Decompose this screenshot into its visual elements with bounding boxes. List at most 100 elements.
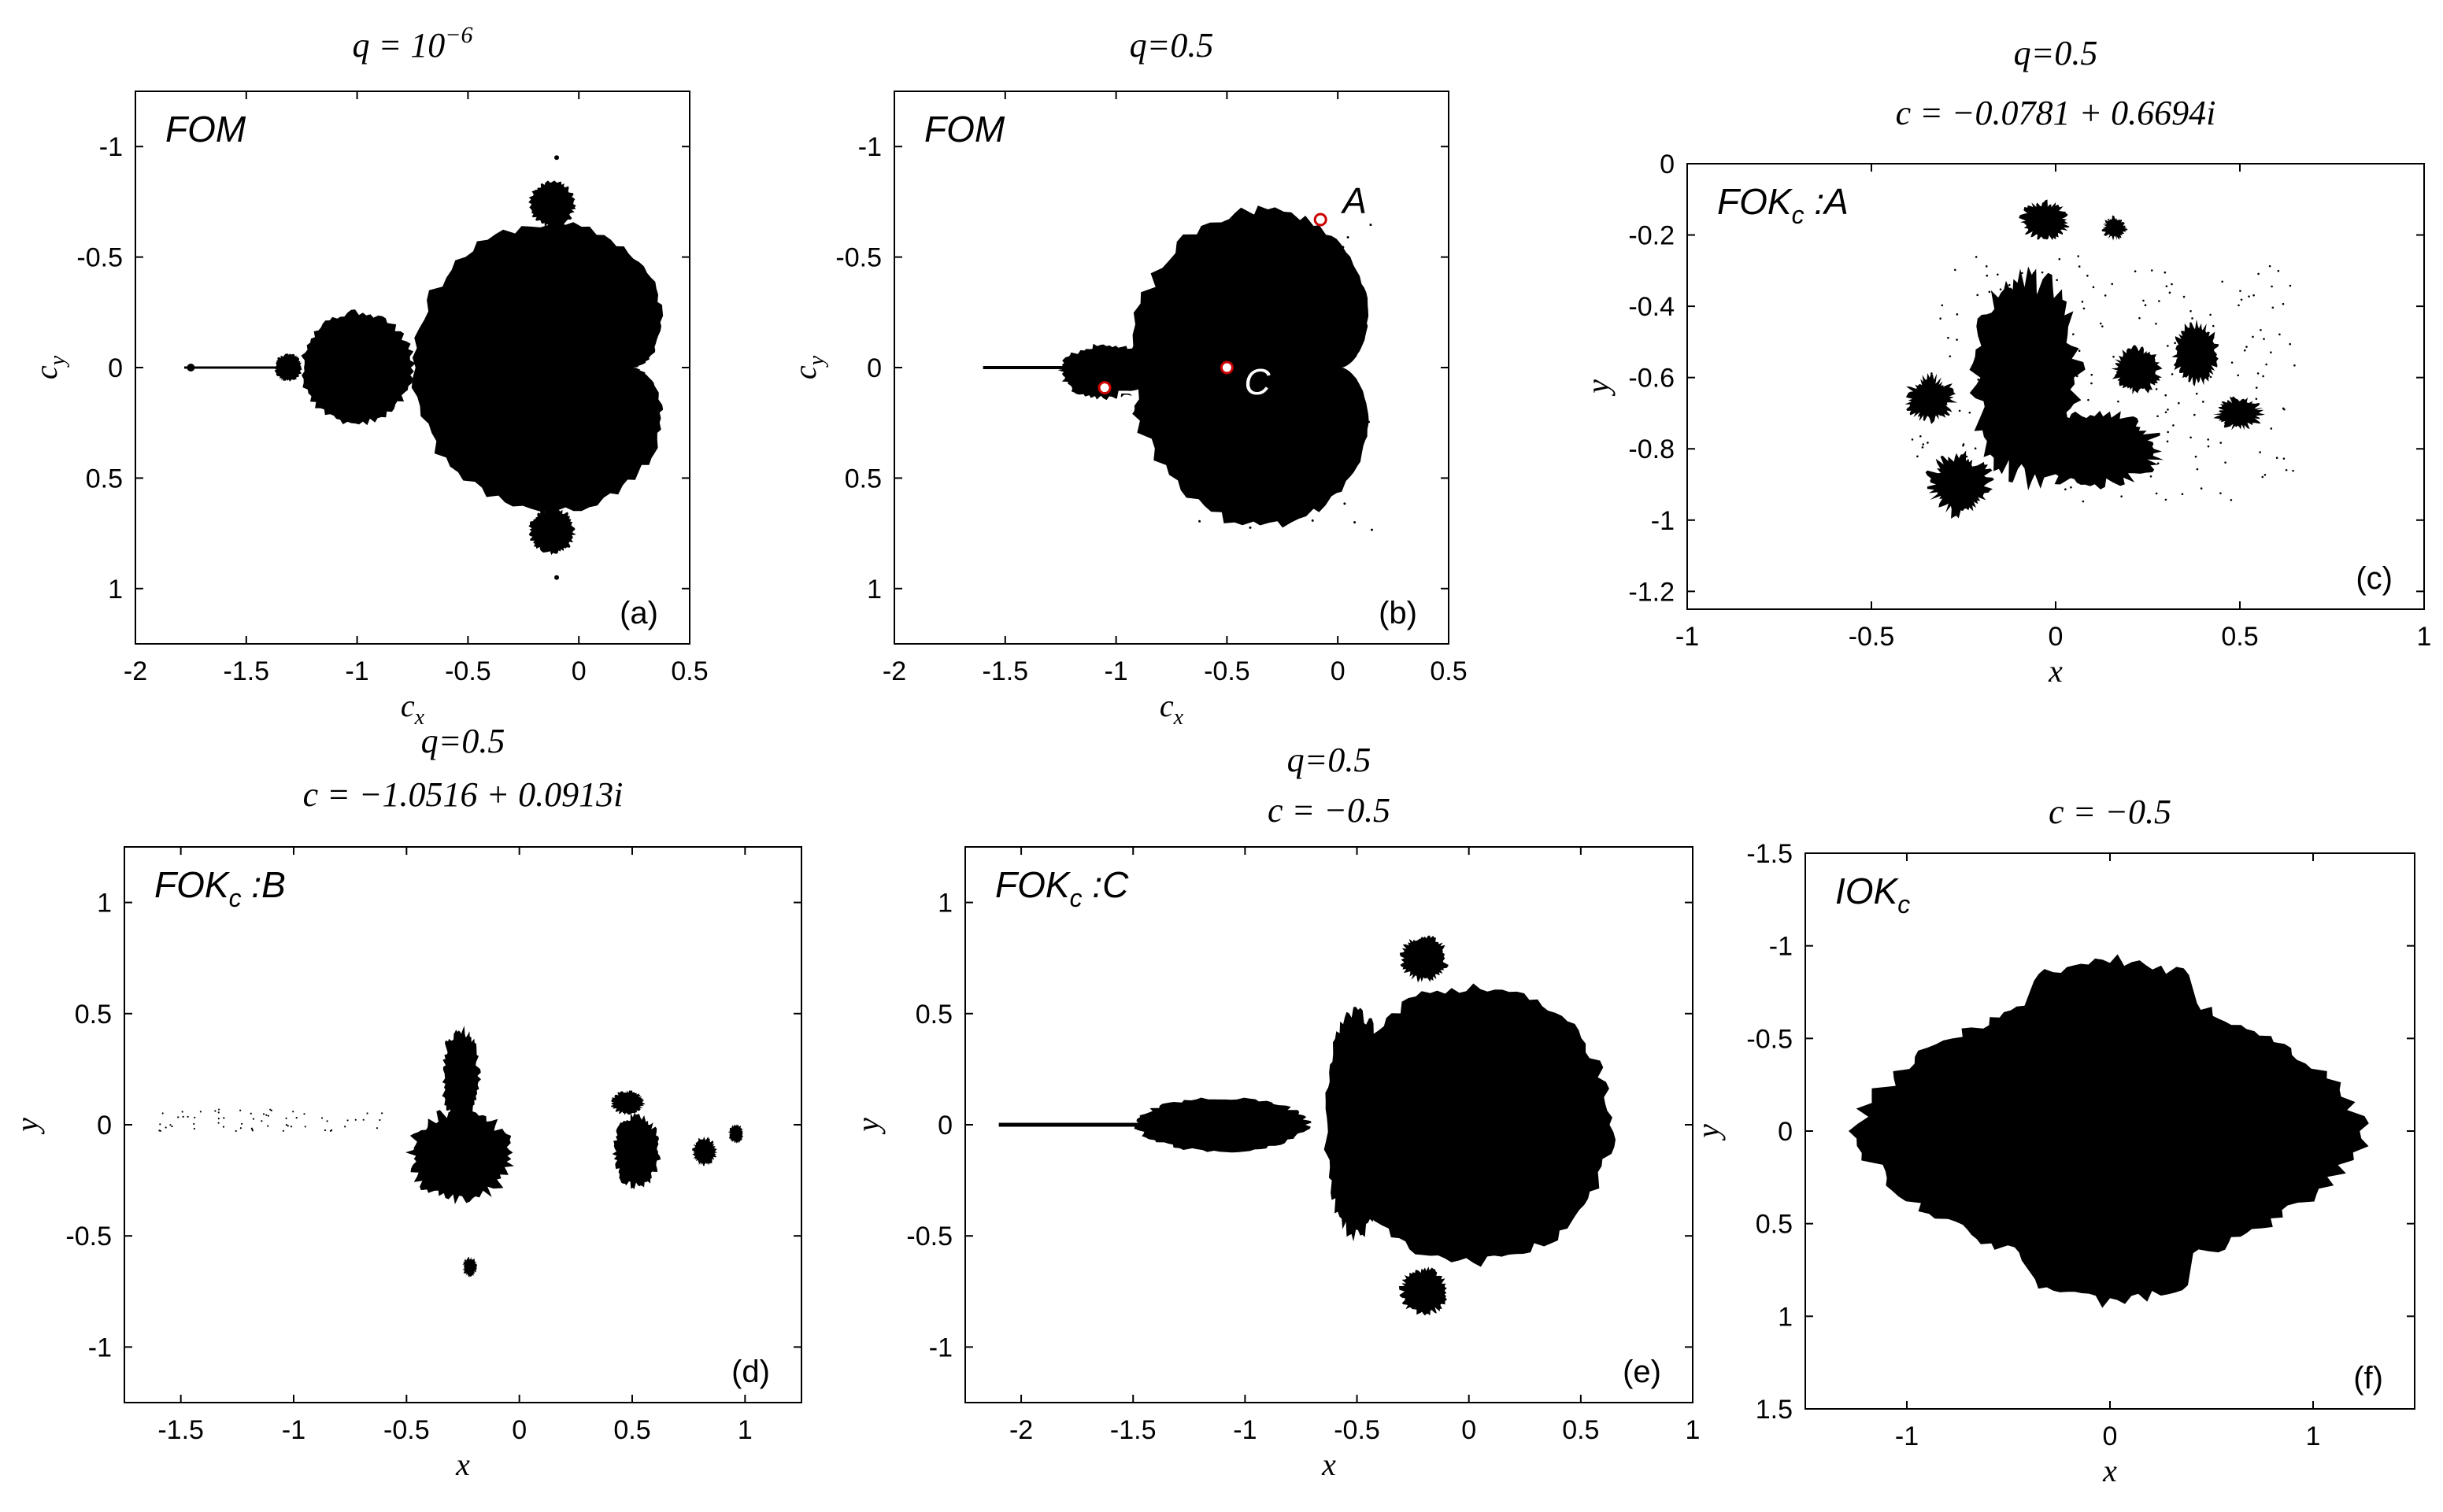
fractal-speck [2006, 408, 2008, 410]
upper-arm [442, 1026, 481, 1123]
fractal-speck [240, 1122, 243, 1125]
fractal-speck [2047, 288, 2050, 291]
fractal-speck [1293, 290, 1296, 293]
left-bulb [1057, 343, 1153, 401]
fractal-speck [262, 1113, 265, 1115]
fractal-set [1849, 954, 2369, 1308]
fractal-set [998, 935, 1616, 1316]
fractal-speck [193, 1127, 195, 1130]
fractal-speck [2263, 338, 2265, 340]
fractal-speck [2260, 328, 2262, 331]
top-bulb [528, 180, 576, 227]
fractal-speck [252, 1118, 255, 1120]
top-spot-small [2101, 215, 2128, 241]
fractal-speck [2230, 498, 2233, 501]
fractal-speck [214, 1110, 217, 1112]
fractal-speck [1198, 519, 1201, 523]
fractal-speck [2252, 294, 2255, 297]
fractal-speck [2165, 285, 2168, 287]
fractal-speck [2275, 457, 2278, 460]
fractal-speck [326, 1120, 328, 1122]
fractal-speck [2182, 295, 2186, 298]
x-tick-label: -0.5 [1849, 622, 1895, 652]
y-tick-label: -1 [1651, 506, 1675, 536]
fractal-speck [2027, 480, 2029, 483]
fractal-speck [2270, 351, 2272, 354]
fractal-speck [217, 1122, 220, 1124]
fractal-set [158, 1026, 743, 1277]
x-tick-label: 0.5 [1562, 1415, 1599, 1445]
minor-bulb [274, 353, 302, 382]
fractal-speck [2158, 300, 2160, 302]
fractal-speck [2017, 346, 2019, 349]
fractal-speck [2166, 440, 2169, 443]
fractal-speck [2063, 323, 2065, 327]
fractal-speck [1208, 290, 1211, 294]
fractal-speck [2090, 373, 2093, 376]
y-tick-label: 0 [1660, 150, 1675, 179]
fractal-speck [165, 1126, 167, 1129]
fractal-speck [251, 1128, 254, 1131]
fractal-speck [1293, 475, 1296, 479]
fractal-speck [2282, 457, 2286, 460]
fractal-speck [2050, 453, 2053, 457]
fractal-speck [2120, 495, 2123, 497]
x-tick-label: -1.5 [224, 656, 270, 686]
y-tick-label: -1 [1769, 932, 1793, 962]
fractal-speck [2064, 398, 2067, 401]
x-tick-label: 0.5 [613, 1415, 650, 1445]
fractal-speck [2239, 290, 2241, 292]
fractal-speck [2282, 407, 2285, 410]
fractal-speck [554, 155, 560, 161]
fractal-speck [344, 1126, 346, 1128]
fractal-speck [2167, 431, 2169, 434]
panel-title: c = −0.5 [2049, 793, 2171, 831]
fractal-speck [1958, 409, 1961, 412]
fractal-speck [2224, 461, 2226, 464]
fractal-speck [2123, 423, 2127, 425]
y-tick-label: 1.5 [1756, 1395, 1793, 1425]
fractal-speck [1360, 330, 1363, 333]
x-axis-label: x [2102, 1453, 2117, 1488]
bottom-bud [461, 1256, 478, 1277]
x-axis-label: cx [401, 688, 425, 730]
y-axis-label: cy [787, 355, 829, 379]
fractal-speck [2075, 364, 2078, 366]
fractal-speck [1201, 470, 1204, 473]
left-lobe [1134, 1097, 1312, 1153]
fractal-speck [2292, 469, 2294, 472]
fractal-speck [2101, 460, 2103, 463]
fractal-speck [2041, 271, 2044, 274]
x-tick-label: 0 [1331, 656, 1346, 686]
fractal-speck [2026, 386, 2029, 390]
fractal-speck [1947, 336, 1949, 339]
fractal-speck [1286, 364, 1290, 368]
fractal-speck [2193, 413, 2196, 416]
fractal-speck [2082, 500, 2085, 503]
julia-body [1849, 954, 2369, 1308]
panel-title: q=0.5 [1287, 741, 1371, 779]
fractal-speck [2034, 386, 2038, 390]
panel-label: FOM [924, 109, 1005, 150]
point-marker-A [1313, 213, 1327, 227]
fractal-speck [1190, 471, 1194, 474]
waist [1323, 1007, 1390, 1242]
panel-letter: (f) [2353, 1361, 2383, 1396]
fractal-speck [194, 1116, 196, 1118]
fractal-speck [1962, 444, 1964, 447]
x-axis-label: x [2048, 653, 2063, 689]
fractal-speck [1939, 317, 1941, 320]
fractal-speck [2017, 386, 2020, 389]
x-axis-label: x [455, 1447, 470, 1482]
fractal-speck [1272, 460, 1275, 463]
fractal-speck [2149, 475, 2152, 478]
y-tick-label: 0 [1778, 1117, 1793, 1147]
fractal-speck [1922, 443, 1925, 445]
fractal-speck [2241, 423, 2245, 426]
panel-label: FOKc :A [1717, 181, 1849, 229]
fractal-speck [2240, 423, 2242, 425]
fractal-speck [1941, 304, 1944, 307]
fractal-speck [267, 1125, 269, 1127]
fractal-speck [1256, 466, 1259, 469]
